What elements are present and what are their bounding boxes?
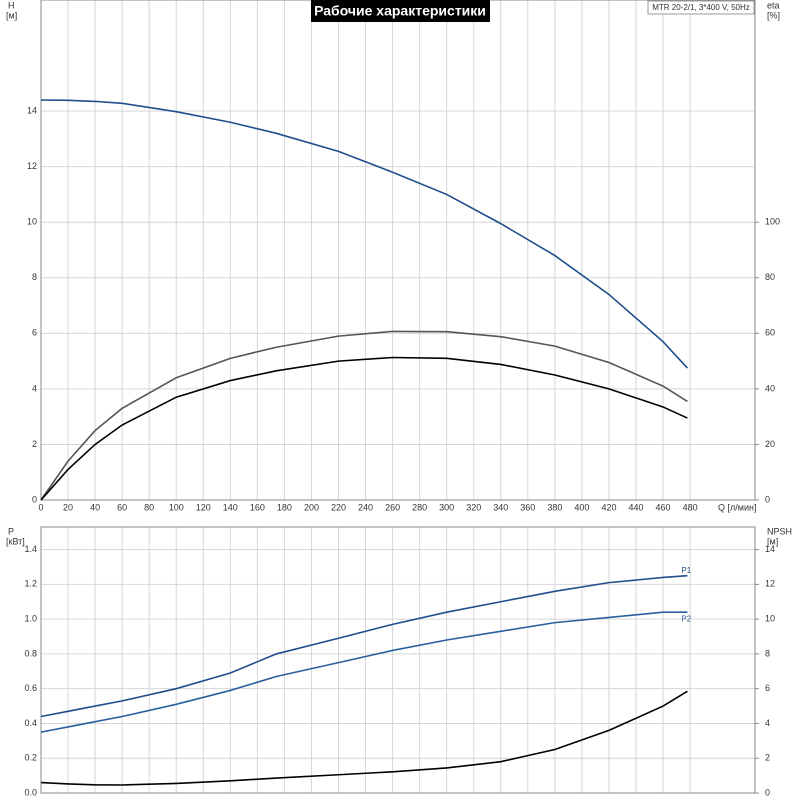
y2-tick-label: 4 bbox=[765, 718, 770, 728]
y-axis-label: H bbox=[8, 0, 15, 10]
x-tick-label: 60 bbox=[117, 502, 127, 512]
x-tick-label: 480 bbox=[683, 502, 698, 512]
x-tick-label: 280 bbox=[412, 502, 427, 512]
y-tick-label: 2 bbox=[32, 439, 37, 449]
x-tick-label: 140 bbox=[223, 502, 238, 512]
series-line bbox=[40, 611, 688, 733]
y-tick-label: 6 bbox=[32, 328, 37, 338]
subtitle-box bbox=[647, 0, 755, 15]
series-line bbox=[40, 356, 688, 501]
y2-tick-label: 2 bbox=[765, 753, 770, 763]
title-box bbox=[311, 0, 490, 22]
x-tick-label: 440 bbox=[628, 502, 643, 512]
x-tick-label: 260 bbox=[385, 502, 400, 512]
y2-axis-label: NPSH bbox=[767, 526, 792, 536]
series-line bbox=[40, 99, 688, 369]
series-label: P1 bbox=[681, 566, 691, 575]
chart-title: Рабочие характеристики bbox=[314, 3, 486, 19]
x-tick-label: 340 bbox=[493, 502, 508, 512]
y-tick-label: 10 bbox=[27, 217, 37, 227]
plot-frame bbox=[40, 0, 756, 501]
y2-tick-label: 12 bbox=[765, 579, 775, 589]
y-tick-label: 4 bbox=[32, 383, 37, 393]
x-tick-label: 460 bbox=[656, 502, 671, 512]
y-tick-label: 12 bbox=[27, 161, 37, 171]
x-axis-label: Q [л/мин] bbox=[718, 502, 756, 512]
subtitle: MTR 20-2/1, 3*400 V, 50Hz bbox=[652, 3, 750, 12]
x-tick-label: 180 bbox=[277, 502, 292, 512]
y2-axis-unit: [м] bbox=[767, 536, 778, 546]
x-tick-label: 300 bbox=[439, 502, 454, 512]
plot-frame bbox=[40, 526, 756, 794]
x-tick-label: 40 bbox=[90, 502, 100, 512]
x-tick-label: 420 bbox=[601, 502, 616, 512]
y2-tick-label: 80 bbox=[765, 272, 775, 282]
y2-tick-label: 20 bbox=[765, 439, 775, 449]
y-axis-unit: [м] bbox=[6, 10, 17, 20]
y2-axis-unit: [%] bbox=[767, 10, 780, 20]
x-tick-label: 380 bbox=[547, 502, 562, 512]
y-tick-label: 1.0 bbox=[24, 614, 37, 624]
series-label: P2 bbox=[681, 614, 691, 623]
y2-tick-label: 0 bbox=[765, 494, 770, 504]
y-tick-label: 0.4 bbox=[24, 718, 37, 728]
x-tick-label: 320 bbox=[466, 502, 481, 512]
y-tick-label: 0 bbox=[32, 494, 37, 504]
y2-axis-label: eta bbox=[767, 0, 780, 10]
series-line bbox=[40, 690, 688, 786]
x-tick-label: 100 bbox=[169, 502, 184, 512]
y-tick-label: 14 bbox=[27, 105, 37, 115]
x-tick-label: 160 bbox=[250, 502, 265, 512]
x-tick-label: 360 bbox=[520, 502, 535, 512]
x-tick-label: 120 bbox=[196, 502, 211, 512]
x-tick-label: 220 bbox=[331, 502, 346, 512]
y2-tick-label: 6 bbox=[765, 683, 770, 693]
series-line bbox=[40, 330, 688, 501]
y2-tick-label: 10 bbox=[765, 614, 775, 624]
x-tick-label: 80 bbox=[144, 502, 154, 512]
y2-tick-label: 14 bbox=[765, 544, 775, 554]
x-tick-label: 400 bbox=[574, 502, 589, 512]
y-tick-label: 8 bbox=[32, 272, 37, 282]
x-tick-label: 0 bbox=[38, 502, 43, 512]
y-tick-label: 1.2 bbox=[24, 579, 37, 589]
y-tick-label: 0.2 bbox=[24, 753, 37, 763]
y-tick-label: 0.6 bbox=[24, 683, 37, 693]
y2-tick-label: 40 bbox=[765, 383, 775, 393]
y-tick-label: 0.8 bbox=[24, 648, 37, 658]
y2-tick-label: 100 bbox=[765, 217, 780, 227]
x-tick-label: 200 bbox=[304, 502, 319, 512]
y2-tick-label: 0 bbox=[765, 787, 770, 797]
y2-tick-label: 8 bbox=[765, 648, 770, 658]
x-tick-label: 240 bbox=[358, 502, 373, 512]
y-tick-label: 1.4 bbox=[24, 544, 37, 554]
series-line bbox=[40, 574, 688, 718]
y-axis-label: P bbox=[8, 526, 14, 536]
y2-tick-label: 60 bbox=[765, 328, 775, 338]
y-tick-label: 0.0 bbox=[24, 787, 37, 797]
y-axis-unit: [кВт] bbox=[6, 536, 25, 546]
x-tick-label: 20 bbox=[63, 502, 73, 512]
